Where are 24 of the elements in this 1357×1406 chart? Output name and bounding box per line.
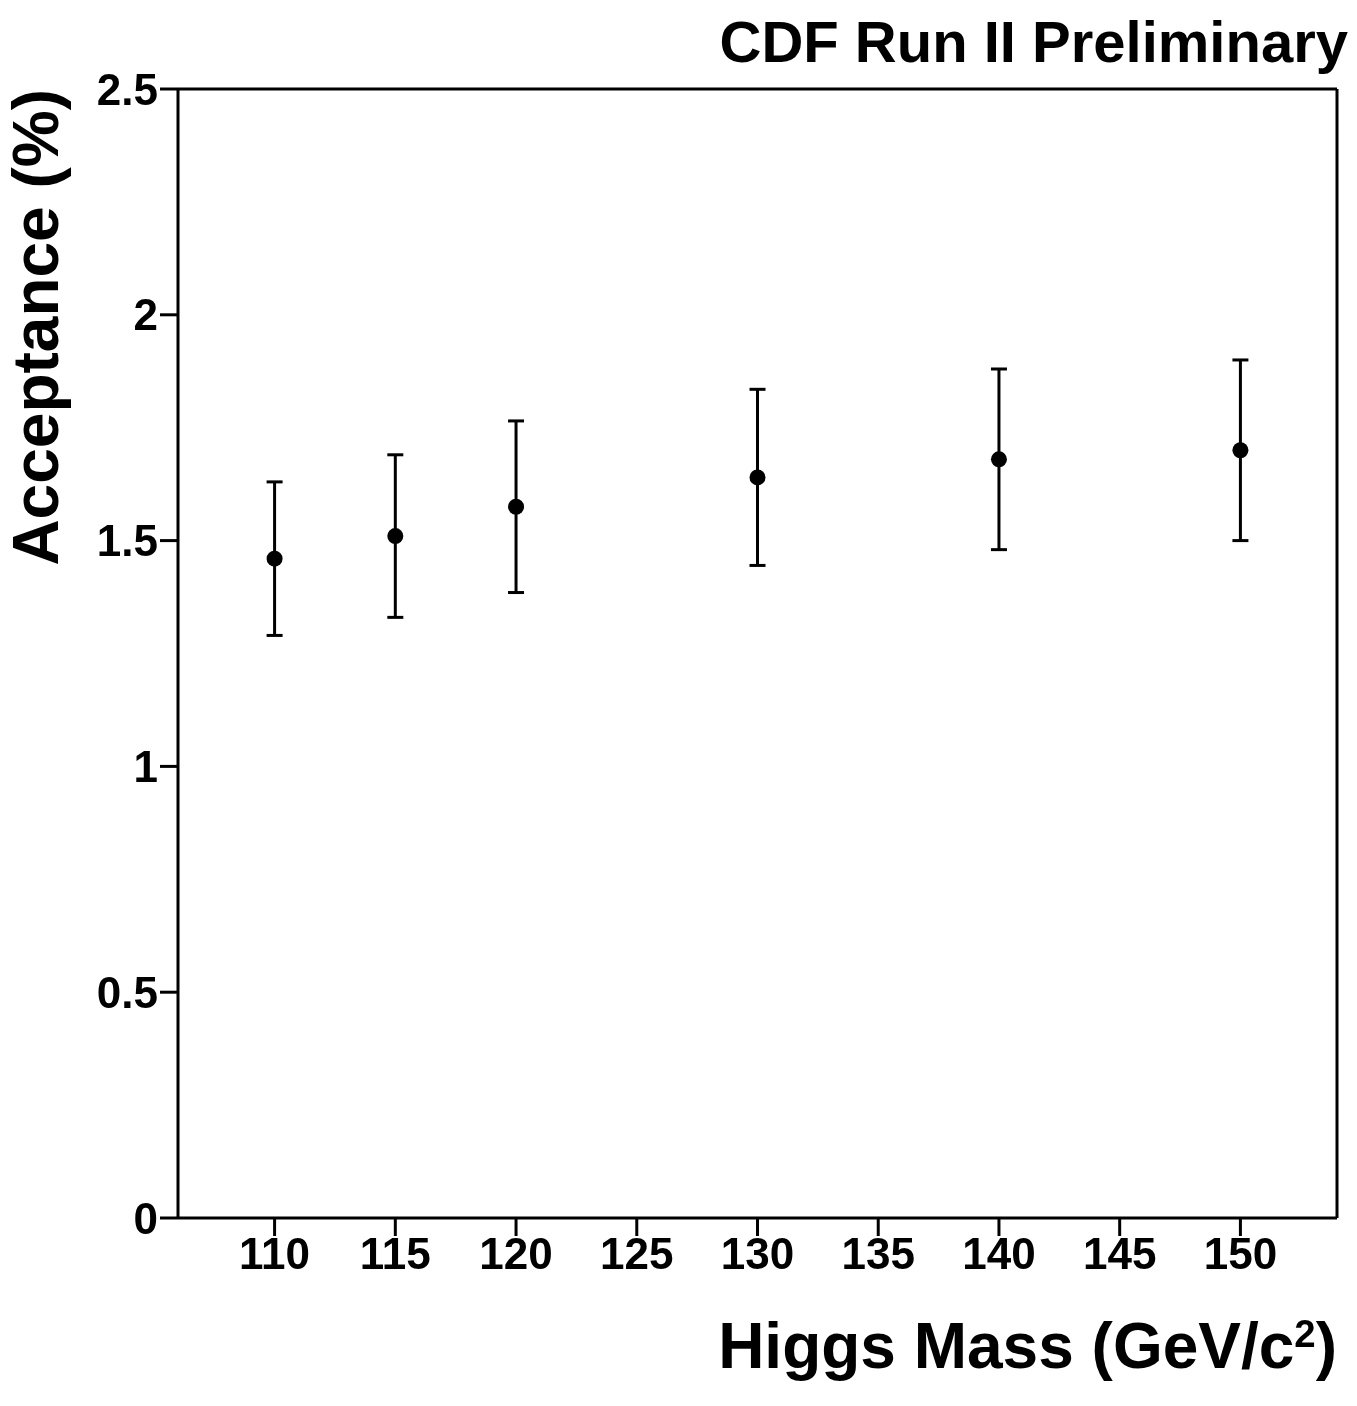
point [749,469,766,486]
y-axis-title: Acceptance (%) [0,89,72,566]
point [387,528,404,545]
x-tick-label: 150 [1203,1229,1278,1279]
x-axis-title: Higgs Mass (GeV/c$^{2}$) [718,1310,1337,1382]
x-tick-label: 120 [479,1229,553,1279]
x-tick-label: 125 [600,1229,674,1279]
x-tick-label: 145 [1082,1229,1157,1279]
y-tick-label: 0.5 [96,967,158,1017]
x-tick-label: 135 [841,1229,915,1279]
point [508,498,525,515]
x-tick-label: 130 [720,1229,795,1279]
point [266,550,283,567]
x-tick-label: 140 [962,1229,1036,1279]
y-tick-label: 0 [133,1193,158,1243]
y-tick-label: 1.5 [96,516,158,566]
x-tick-label: 110 [239,1229,311,1279]
chart-title: CDF Run II Preliminary [719,8,1348,75]
y-tick-label: 1 [133,742,158,792]
point [990,451,1007,468]
y-tick-label: 2 [133,290,158,340]
x-tick-label: 115 [359,1229,431,1279]
y-tick-label: 2.5 [96,64,158,114]
point [1232,442,1249,459]
